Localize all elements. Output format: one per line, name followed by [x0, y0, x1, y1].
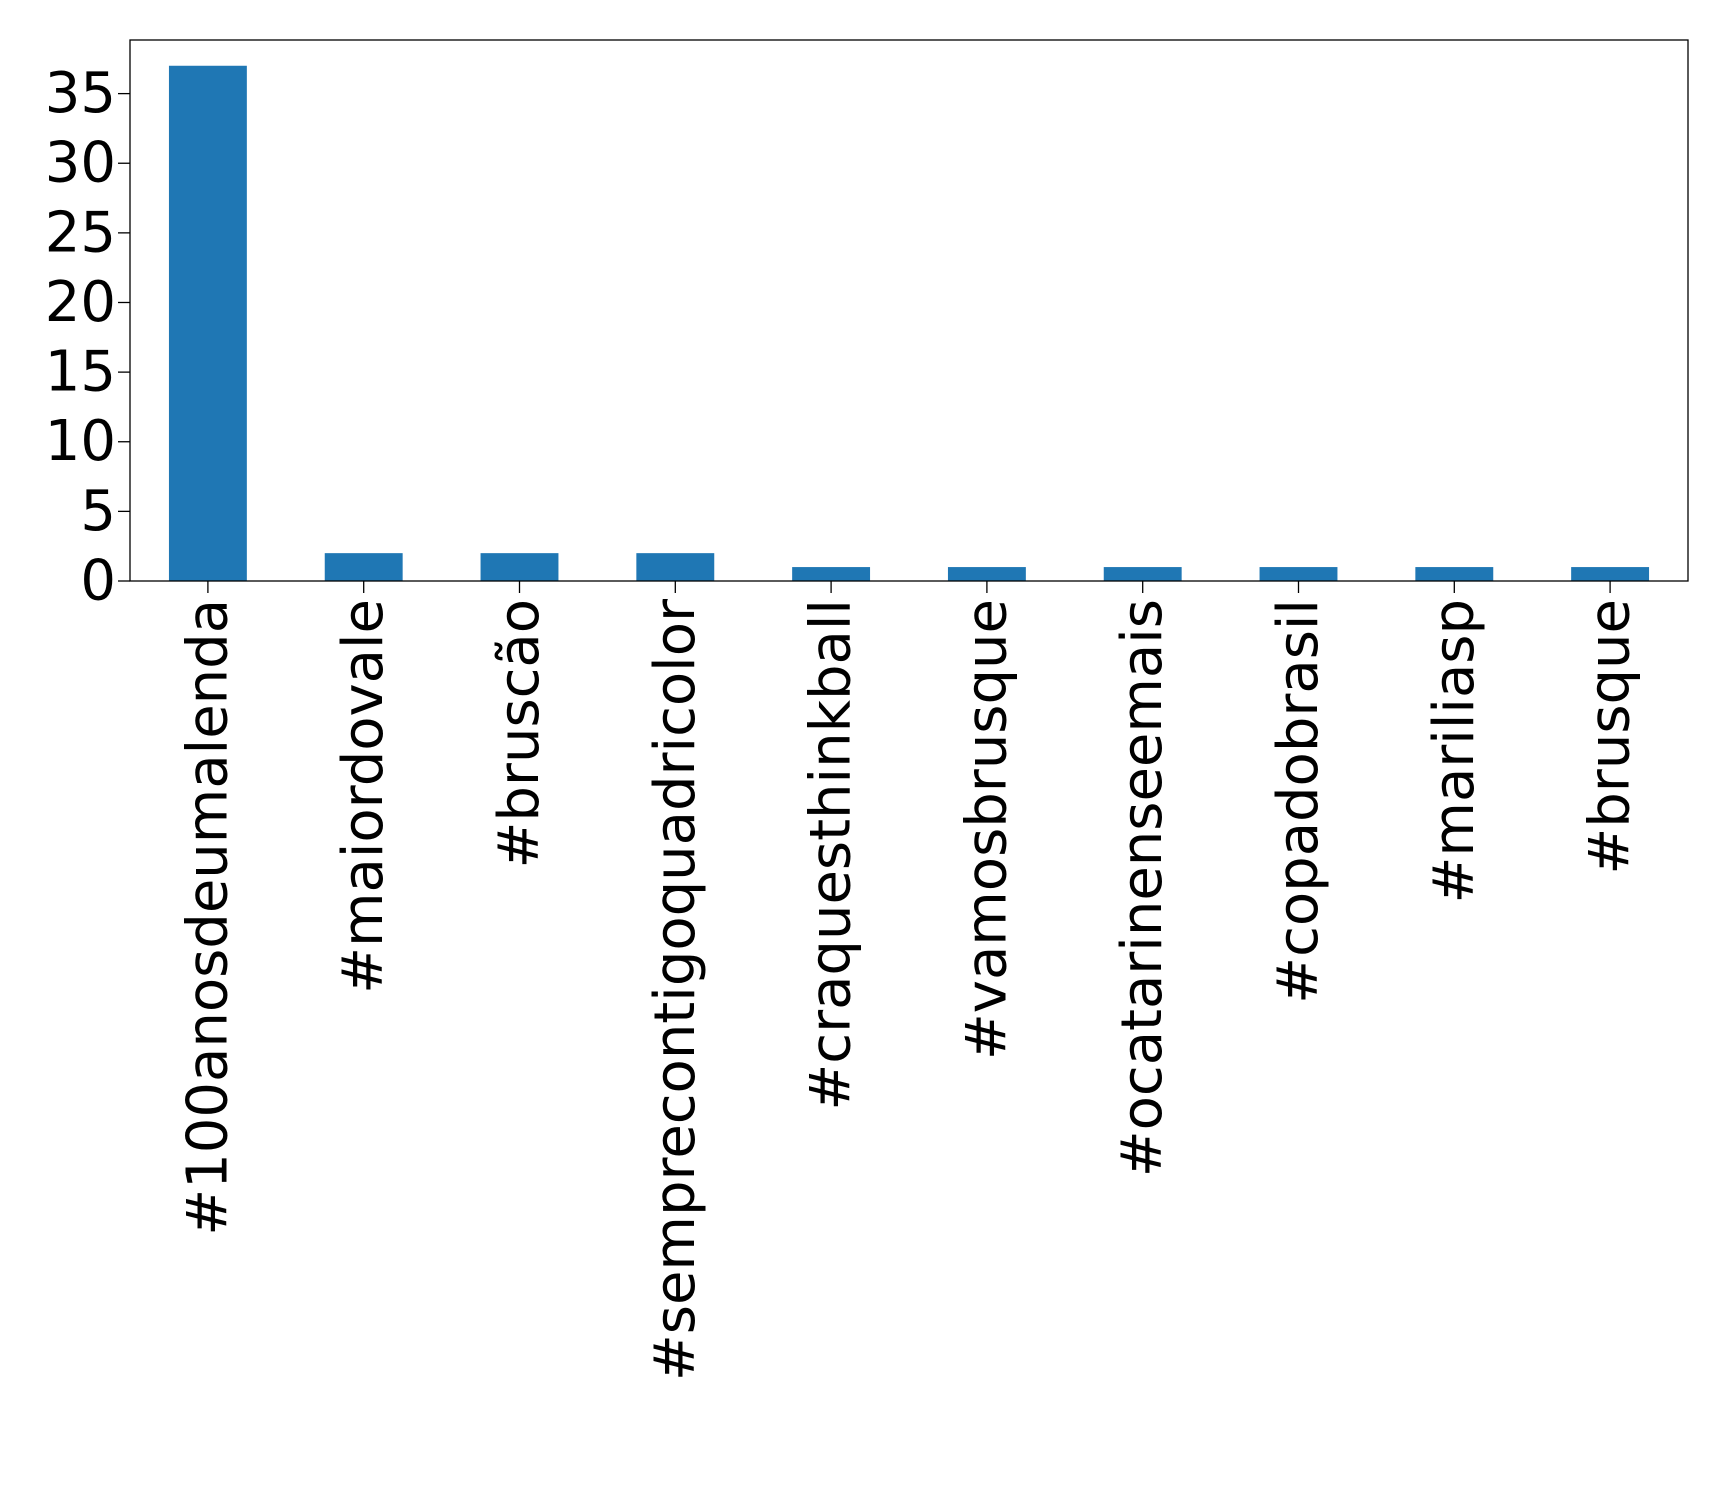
y-tick-label: 0: [80, 549, 116, 614]
y-tick-label: 35: [45, 61, 116, 126]
y-tick-label: 20: [45, 270, 116, 335]
x-axis: #100anosdeumalenda #maiordovale #bruscão #s…: [175, 581, 1643, 1381]
bar: [1571, 567, 1650, 581]
y-tick-label: 30: [45, 131, 116, 196]
bar: [947, 567, 1026, 581]
bar: [792, 567, 871, 581]
bar: [1103, 567, 1182, 581]
plot-frame: [129, 39, 1689, 582]
x-tick-label: #mariliasp: [1422, 599, 1487, 904]
y-tick-label: 25: [45, 200, 116, 265]
bar: [480, 553, 559, 581]
x-tick-label: #copadobrasil: [1266, 599, 1331, 1004]
bar: [636, 553, 715, 581]
bars-layer: [168, 65, 1650, 581]
y-tick-label: 5: [80, 479, 116, 544]
bar: [1415, 567, 1494, 581]
bar: [168, 65, 247, 581]
bar: [324, 553, 403, 581]
y-tick-label: 10: [45, 409, 116, 474]
x-tick-label: #ocatarinenseemais: [1110, 599, 1175, 1177]
y-tick-label: 15: [45, 340, 116, 405]
x-tick-label: #brusque: [1578, 599, 1643, 875]
bar: [1259, 567, 1338, 581]
x-tick-label: #craquesthinkball: [799, 599, 864, 1111]
x-tick-label: #100anosdeumalenda: [175, 599, 240, 1236]
x-tick-label: #maiordovale: [331, 599, 396, 994]
x-tick-label: #bruscão: [487, 599, 552, 869]
x-tick-label: #semprecontigoquadricolor: [643, 598, 708, 1381]
x-tick-label: #vamosbrusque: [954, 599, 1019, 1060]
